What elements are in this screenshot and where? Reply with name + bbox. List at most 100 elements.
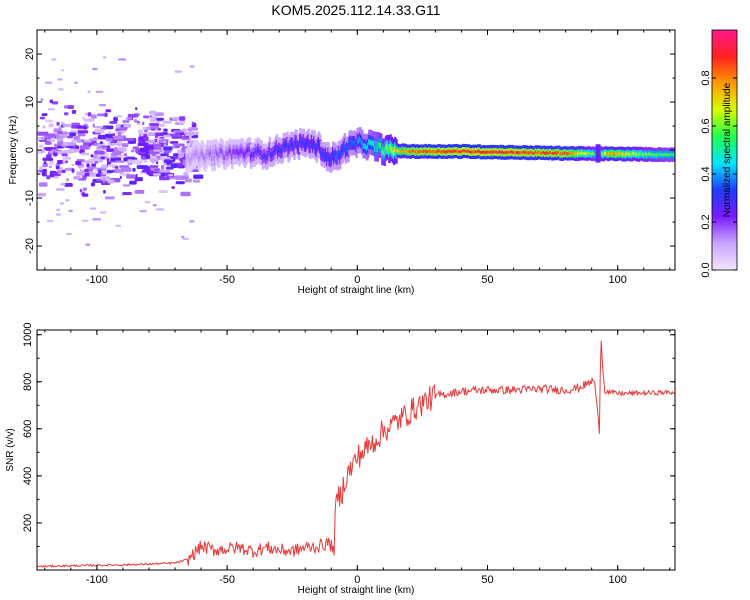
spectrogram-cell <box>82 116 85 120</box>
spectrogram-cell <box>42 171 47 177</box>
spectrogram-cell <box>125 156 136 160</box>
spectrogram-cell <box>59 202 65 205</box>
spectrogram-cell <box>145 165 150 170</box>
snr-line-layer <box>37 330 675 570</box>
bottom-x-axis-label: Height of straight line (km) <box>298 585 415 596</box>
spectrogram-cell <box>113 135 124 140</box>
y-tick-label: 800 <box>22 373 34 391</box>
spectrogram-cell <box>94 126 104 129</box>
top-x-axis-label: Height of straight line (km) <box>298 285 415 296</box>
snr-axes: -100 -50 0 50 100 200 400 600 800 1000 <box>22 322 676 586</box>
spectrogram-cell <box>131 149 135 153</box>
spectrogram-cell <box>133 119 138 123</box>
spectrogram-cell <box>90 154 94 158</box>
spectrogram-cell <box>136 165 148 169</box>
spectrogram-cell <box>68 209 73 212</box>
spectrogram-cell <box>180 191 191 197</box>
spectrogram-cell <box>77 162 82 166</box>
spectrogram-cell <box>595 146 601 150</box>
spectrogram-cell <box>154 168 160 172</box>
spectrogram-cell <box>62 123 72 128</box>
spectrogram-cell <box>136 122 141 126</box>
spectrogram-cell <box>595 155 601 159</box>
snr-series-line <box>37 340 675 568</box>
spectrogram-cell <box>106 170 114 174</box>
spectrogram-cell <box>87 166 97 170</box>
spectrogram-cell <box>62 131 67 134</box>
spectrogram-cell <box>101 164 109 169</box>
spectrogram-cell <box>82 141 90 146</box>
spectrogram-cell <box>65 199 70 202</box>
y-tick-label: 200 <box>22 514 34 532</box>
spectrogram-cell <box>595 144 601 148</box>
spectrogram-cell <box>185 174 189 177</box>
spectrogram-cell <box>179 116 186 121</box>
spectrogram-cell <box>122 191 132 196</box>
spectrogram-cell <box>71 122 81 126</box>
spectrogram-cell <box>97 113 105 117</box>
spectrogram-cell <box>81 219 89 222</box>
spectrogram-cell <box>47 133 56 138</box>
spectrogram-cell <box>55 165 60 170</box>
spectrogram-cell <box>595 159 601 163</box>
spectrogram-cell <box>168 174 174 177</box>
spectrogram-cell <box>67 105 75 109</box>
spectrogram-cell <box>152 204 157 207</box>
spectrogram-cell <box>144 200 151 204</box>
spectrogram-cell <box>110 142 119 146</box>
spectrogram-cell <box>118 127 128 131</box>
spectrogram-cell <box>83 118 90 122</box>
spectrogram-cell <box>162 120 172 124</box>
spectrogram-cell <box>141 121 145 126</box>
spectrogram-cell <box>79 145 89 150</box>
spectrogram-cell <box>95 173 101 177</box>
spectrogram-cell <box>92 67 98 71</box>
spectrogram-cell <box>132 159 143 164</box>
spectrogram-cell <box>158 190 168 193</box>
spectrogram-cell <box>63 112 69 116</box>
spectrogram-cell <box>164 150 171 153</box>
spectrogram-cell <box>56 121 60 126</box>
spectrogram-cell <box>170 133 181 137</box>
spectrogram-cell <box>86 163 90 168</box>
spectrogram-cell <box>61 153 68 157</box>
spectrogram-cell <box>185 131 194 137</box>
spectrogram-cell <box>37 171 41 176</box>
spectrogram-cell <box>155 132 164 137</box>
spectrogram-cell <box>81 192 85 197</box>
spectrogram-cell <box>76 125 86 129</box>
y-tick-label: 20 <box>24 48 36 60</box>
spectrogram-cell <box>120 167 132 172</box>
spectrogram-cell <box>138 129 143 135</box>
spectrogram-cell <box>98 103 107 107</box>
spectrogram-cell <box>48 165 53 168</box>
x-tick-label: 0 <box>354 574 360 586</box>
spectrogram-cell <box>118 147 127 152</box>
spectrogram-cell <box>73 176 81 180</box>
spectrogram-cell <box>159 169 171 173</box>
spectrogram-cell <box>47 108 55 111</box>
spectrogram-cell <box>118 58 127 61</box>
snr-background <box>37 330 675 570</box>
y-tick-label: 0 <box>24 147 36 153</box>
spectrogram-cell <box>54 143 57 148</box>
spectrogram-cell <box>110 157 122 162</box>
spectrogram-cell <box>164 159 171 163</box>
spectrogram-cell <box>65 160 69 164</box>
spectrogram-cell <box>90 114 97 119</box>
spectrogram-cell <box>182 237 189 241</box>
colorbar: 0.0 0.2 0.4 0.6 0.8 <box>700 29 738 278</box>
y-tick-label: -10 <box>24 190 36 206</box>
x-tick-label: -50 <box>219 274 235 286</box>
spectrogram-cell <box>71 109 77 114</box>
y-tick-label: 10 <box>24 96 36 108</box>
spectrogram-cell <box>55 133 60 137</box>
spectrogram-cell <box>119 165 130 168</box>
spectrogram-cell <box>88 118 95 122</box>
spectrogram-cell <box>57 78 63 81</box>
spectrogram-cell <box>94 150 105 155</box>
spectrogram-cell <box>189 139 193 144</box>
spectrogram-cell <box>53 175 59 179</box>
spectrogram-cell <box>181 235 185 239</box>
